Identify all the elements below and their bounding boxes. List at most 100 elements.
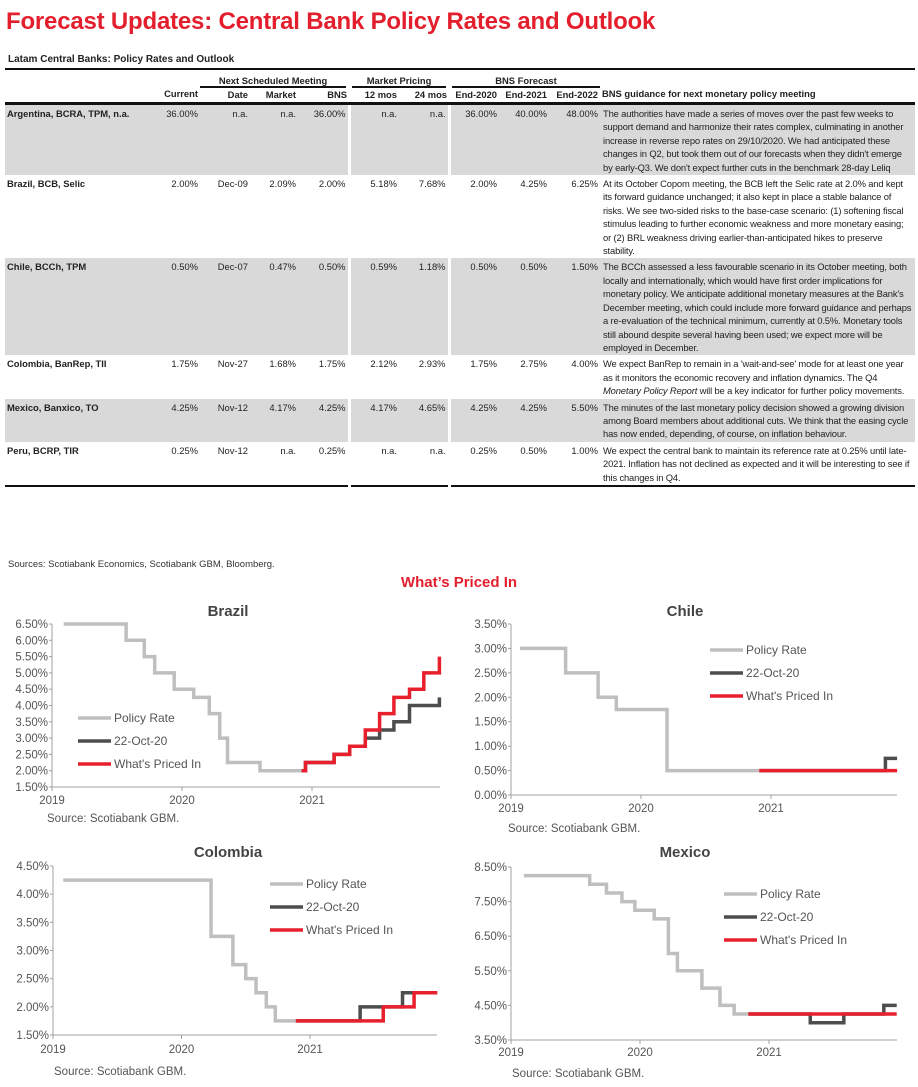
column-header: Market [250, 87, 298, 105]
y-tick-label: 5.50% [15, 652, 48, 664]
section-title: What’s Priced In [400, 574, 518, 591]
column-header: 24 mos [399, 87, 450, 105]
x-tick-label: 2020 [628, 803, 654, 815]
series-line-22-oct-20 [759, 756, 898, 773]
y-tick-label: 2.50% [474, 668, 507, 680]
legend-label: Policy Rate [760, 887, 821, 901]
table-sources: Sources: Scotiabank Economics, Scotiaban… [8, 559, 275, 570]
guidance-text: At its October Copom meeting, the BCB le… [600, 175, 915, 258]
cell-current: 4.25% [155, 398, 200, 442]
table-body: Argentina, BCRA, TPM, n.a. 36.00% n.a. n.a.… [5, 103, 915, 487]
cell-current: 0.50% [155, 258, 200, 356]
y-tick-label: 5.00% [15, 668, 48, 680]
cell-e2020: 0.50% [447, 258, 500, 356]
y-tick-label: 6.00% [15, 635, 48, 647]
guidance-segment: We expect the central bank to maintain i… [603, 444, 910, 483]
chart-source: Source: Scotiabank GBM. [508, 823, 640, 835]
legend-label: 22-Oct-20 [746, 666, 800, 680]
series-line-policy-rate [63, 622, 302, 773]
cell-m24: 1.18% [399, 258, 450, 356]
cell-m24: 4.65% [399, 398, 450, 442]
column-header-row: Current Date Market BNS 12 mos 24 mos End-2020… [5, 87, 915, 105]
y-tick-label: 3.50% [474, 619, 507, 631]
cell-e2021: 40.00% [499, 103, 550, 176]
cell-e2021: 0.50% [499, 441, 550, 487]
cell-current: 1.75% [171, 358, 198, 370]
column-header [5, 87, 155, 105]
legend-label: Policy Rate [306, 877, 367, 891]
cell-e2022: 4.00% [571, 358, 599, 370]
bank-name: Brazil, BCB, Selic [7, 178, 86, 190]
y-tick-label: 8.50% [474, 862, 507, 874]
table-row: Mexico, Banxico, TO 4.25% Nov-12 4.17% 4.25%… [5, 398, 915, 442]
cell-market: n.a. [250, 441, 298, 487]
y-tick-label: 0.00% [474, 790, 507, 802]
column-header: Current [155, 87, 200, 105]
y-tick-label: 4.50% [474, 1000, 507, 1012]
y-tick-label: 4.50% [16, 861, 49, 873]
legend-label: Policy Rate [114, 711, 175, 725]
cell-e2022: 48.00% [549, 103, 601, 176]
legend-label: 22-Oct-20 [114, 734, 168, 748]
y-tick-label: 2.00% [474, 692, 507, 704]
cell-m12: n.a. [347, 103, 399, 176]
x-tick-label: 2019 [498, 803, 524, 815]
bank-name: Argentina, BCRA, TPM, n.a. [5, 103, 155, 176]
x-tick-label: 2021 [756, 1047, 782, 1059]
cell-m12: 5.18% [347, 175, 399, 259]
y-tick-label: 1.50% [15, 782, 48, 794]
chart-title: Brazil [208, 603, 249, 620]
group-header-market: Market Pricing [345, 74, 450, 88]
cell-date: Dec-07 [200, 258, 250, 356]
series-line-policy-rate [63, 878, 296, 1023]
cell-date: n.a. [200, 103, 250, 176]
cell-market: 1.68% [269, 358, 296, 370]
series-line-what-s-priced-in [295, 991, 438, 1023]
chart-source: Source: Scotiabank GBM. [54, 1066, 186, 1078]
x-tick-label: 2020 [169, 1044, 195, 1056]
legend-label: 22-Oct-20 [306, 900, 360, 914]
cell-date: Dec-09 [217, 178, 248, 190]
cell-e2020: 1.75% [447, 355, 500, 399]
y-tick-label: 4.00% [15, 701, 48, 713]
guidance-text: The minutes of the last monetary policy … [600, 398, 915, 442]
y-tick-label: 2.00% [16, 1002, 49, 1014]
cell-e2022: 1.50% [549, 258, 601, 356]
cell-e2020: 4.25% [447, 398, 500, 442]
y-tick-label: 1.50% [16, 1030, 49, 1042]
column-header: End-2020 [449, 87, 500, 105]
cell-e2021: 4.25% [499, 398, 550, 442]
policy-rates-table: Next Scheduled Meeting Market Pricing BN… [5, 74, 915, 487]
legend-label: 22-Oct-20 [760, 910, 814, 924]
x-tick-label: 2019 [40, 1044, 66, 1056]
cell-m24: n.a. [399, 441, 450, 487]
chart-source: Source: Scotiabank GBM. [512, 1068, 644, 1080]
column-header: 12 mos [349, 87, 399, 105]
y-tick-label: 1.00% [474, 741, 507, 753]
legend-label: What's Priced In [760, 933, 847, 947]
table-row: Peru, BCRP, TIR 0.25% Nov-12 n.a. 0.25% n.a. n… [5, 441, 915, 487]
cell-m12: 0.59% [347, 258, 399, 356]
y-tick-label: 2.00% [15, 766, 48, 778]
cell-e2021: 0.50% [499, 258, 550, 356]
x-tick-label: 2020 [169, 795, 195, 807]
cell-date: Nov-27 [217, 358, 248, 370]
guidance-segment: The BCCh assessed a less favourable scen… [603, 261, 912, 353]
column-header: End-2021 [499, 87, 550, 105]
table-row: Colombia, BanRep, TII 1.75% Nov-27 1.68% 1.7… [5, 355, 915, 399]
guidance-text: The BCCh assessed a less favourable scen… [600, 258, 915, 356]
cell-e2022: 5.50% [549, 398, 601, 442]
cell-e2020: 0.25% [447, 441, 500, 487]
table-row: Chile, BCCh, TPM 0.50% Dec-07 0.47% 0.50% 0.5… [5, 258, 915, 356]
cell-market: 0.47% [250, 258, 298, 356]
y-tick-label: 0.50% [474, 766, 507, 778]
y-tick-label: 3.00% [474, 643, 507, 655]
guidance-text: The authorities have made a series of mo… [600, 103, 915, 176]
x-tick-label: 2021 [297, 1044, 323, 1056]
column-header: BNS [298, 87, 349, 105]
cell-m24: 2.93% [418, 358, 446, 370]
y-tick-label: 5.50% [474, 966, 507, 978]
table-row: Brazil, BCB, Selic 2.00% Dec-09 2.09% 2.00% 5… [5, 175, 915, 259]
cell-date: Nov-12 [200, 398, 250, 442]
